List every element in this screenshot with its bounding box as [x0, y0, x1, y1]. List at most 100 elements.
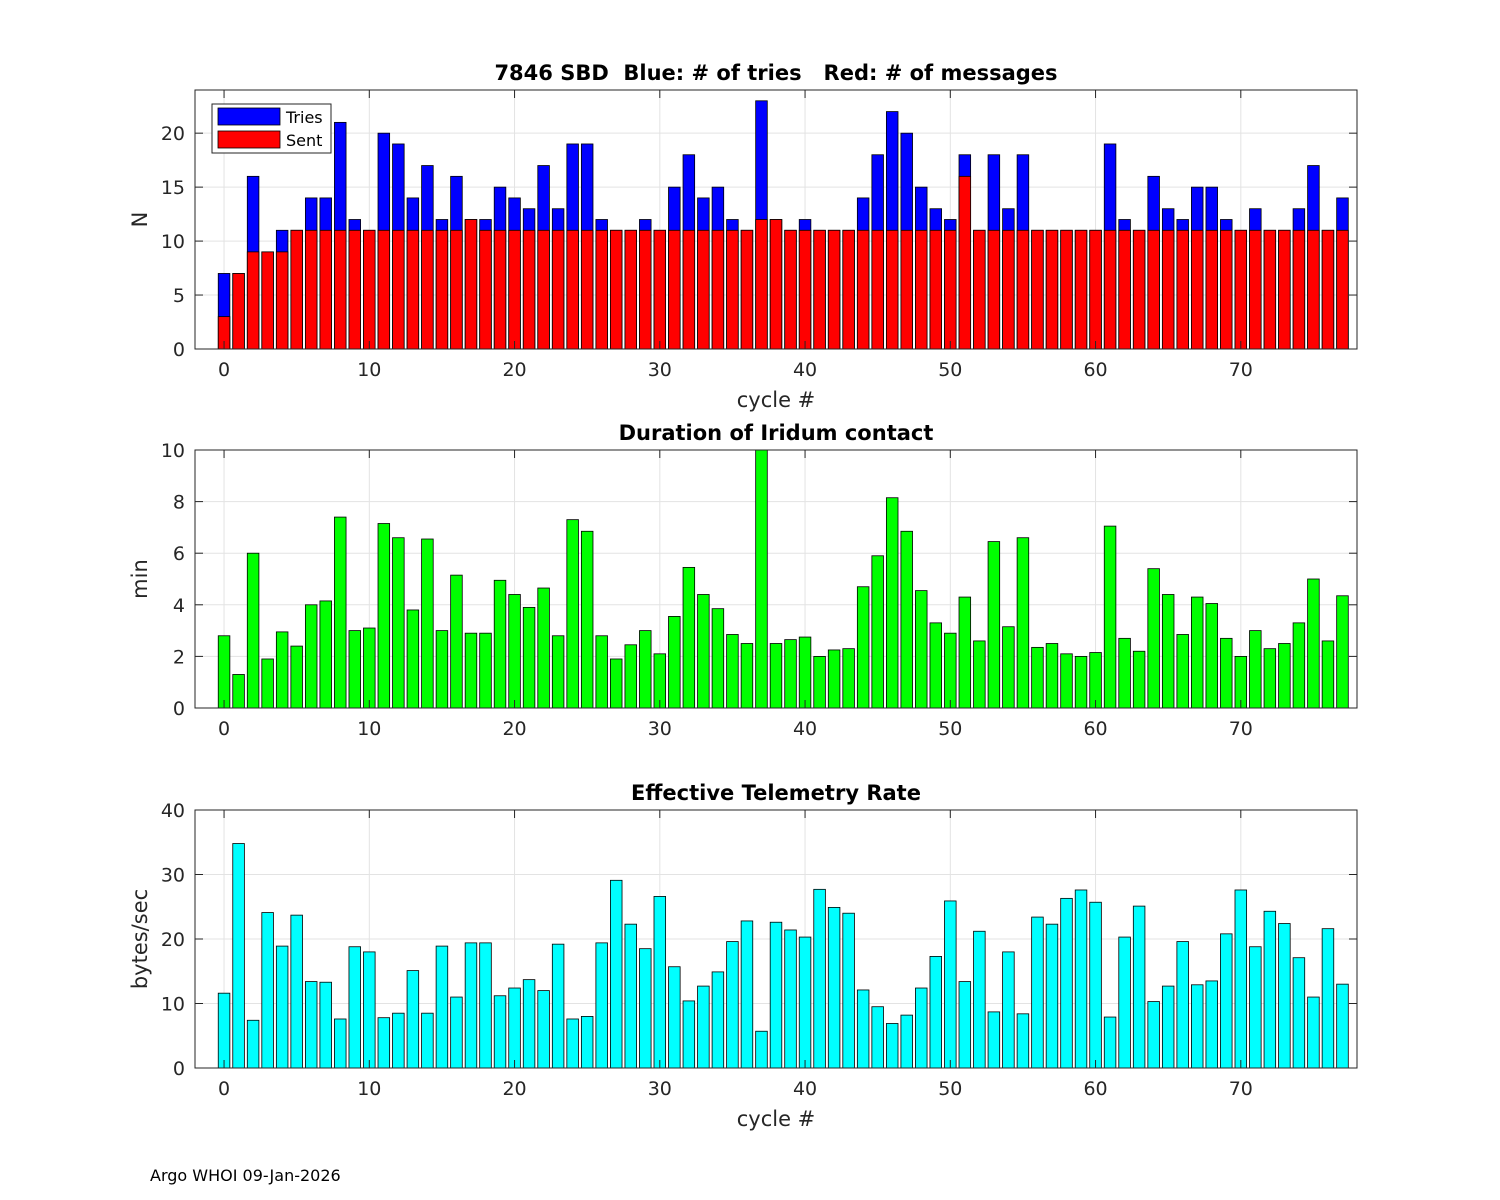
x-tick-label: 30 — [648, 359, 672, 381]
bar-duration-12 — [392, 537, 405, 709]
bar-duration-5 — [290, 645, 303, 709]
bar-duration-17 — [464, 632, 478, 709]
bar-sent-21 — [522, 229, 536, 350]
bar-rate-45 — [871, 1006, 884, 1069]
x-tick-label: 10 — [357, 1078, 381, 1100]
bar-rate-30 — [653, 896, 667, 1069]
bar-sent-28 — [624, 229, 637, 350]
bar-sent-73 — [1278, 229, 1291, 350]
bar-rate-26 — [595, 942, 608, 1069]
bar-rate-34 — [711, 971, 725, 1069]
bar-sent-8 — [334, 229, 347, 350]
y-tick-label: 10 — [161, 231, 185, 253]
bar-rate-25 — [580, 1016, 594, 1069]
bar-rate-60 — [1089, 901, 1102, 1069]
y-tick-label: 10 — [161, 440, 185, 462]
bar-sent-75 — [1307, 229, 1320, 350]
bar-rate-12 — [392, 1012, 405, 1069]
bar-duration-60 — [1089, 652, 1102, 709]
bar-rate-67 — [1191, 984, 1204, 1069]
bar-duration-45 — [871, 555, 884, 709]
bar-sent-67 — [1191, 229, 1204, 350]
bar-rate-3 — [261, 912, 274, 1069]
axes-frame — [194, 89, 1358, 350]
y-tick-label: 2 — [173, 646, 185, 668]
bar-rate-27 — [610, 879, 623, 1069]
x-tick-label: 30 — [648, 718, 672, 740]
bar-rate-39 — [784, 929, 797, 1069]
bar-sent-48 — [915, 229, 928, 350]
bar-rate-13 — [406, 970, 420, 1069]
bar-duration-75 — [1307, 578, 1320, 709]
bar-sent-38 — [769, 219, 783, 350]
bar-rate-35 — [726, 941, 739, 1069]
bar-sent-16 — [450, 229, 463, 350]
bar-duration-61 — [1103, 525, 1117, 709]
bar-sent-72 — [1263, 229, 1277, 350]
x-tick-label: 70 — [1229, 359, 1253, 381]
bar-duration-76 — [1321, 640, 1335, 709]
bar-sent-68 — [1205, 229, 1218, 350]
legend: Tries Sent — [211, 103, 332, 154]
bar-duration-63 — [1132, 650, 1146, 709]
bar-duration-18 — [479, 632, 492, 709]
bar-duration-30 — [653, 653, 667, 709]
bar-duration-4 — [275, 631, 289, 709]
bar-rate-6 — [304, 981, 318, 1069]
chart-title: Duration of Iridum contact — [619, 421, 934, 445]
bar-rate-32 — [682, 1000, 696, 1069]
y-tick-label: 5 — [173, 285, 185, 307]
bar-rate-76 — [1321, 928, 1335, 1069]
bar-sent-66 — [1176, 229, 1189, 350]
bar-sent-50 — [944, 229, 957, 350]
bar-sent-19 — [493, 229, 507, 350]
y-axis-label: min — [128, 559, 152, 599]
bar-rate-14 — [421, 1012, 434, 1069]
bar-sent-7 — [319, 229, 332, 350]
bar-duration-3 — [261, 658, 274, 709]
x-tick-label: 60 — [1083, 718, 1107, 740]
bar-sent-43 — [842, 229, 855, 350]
bar-sent-55 — [1016, 229, 1030, 350]
bar-rate-47 — [900, 1014, 913, 1069]
bar-rate-17 — [464, 942, 478, 1069]
y-tick-label: 30 — [161, 865, 185, 887]
bar-sent-52 — [973, 229, 986, 350]
bar-sent-40 — [798, 229, 812, 350]
x-tick-label: 40 — [793, 718, 817, 740]
bar-rate-29 — [639, 948, 652, 1069]
y-tick-label: 15 — [161, 177, 185, 199]
bar-duration-26 — [595, 635, 608, 709]
bar-duration-29 — [639, 630, 652, 709]
bar-sent-26 — [595, 229, 608, 350]
bar-rate-74 — [1292, 957, 1306, 1069]
x-tick-label: 50 — [938, 718, 962, 740]
bar-rate-77 — [1336, 983, 1349, 1069]
bar-duration-62 — [1118, 637, 1131, 709]
x-tick-label: 50 — [938, 1078, 962, 1100]
bar-rate-46 — [885, 1023, 899, 1069]
bar-sent-62 — [1118, 229, 1131, 350]
bar-duration-9 — [348, 630, 361, 709]
x-tick-label: 20 — [502, 1078, 526, 1100]
bar-sent-15 — [435, 229, 449, 350]
bar-sent-45 — [871, 229, 884, 350]
bar-duration-10 — [363, 627, 376, 709]
x-tick-label: 40 — [793, 359, 817, 381]
bar-duration-34 — [711, 608, 725, 709]
bar-duration-31 — [668, 616, 681, 709]
y-tick-label: 4 — [173, 595, 185, 617]
bar-sent-60 — [1089, 229, 1102, 350]
bar-duration-22 — [537, 587, 550, 709]
bar-duration-74 — [1292, 622, 1306, 709]
x-tick-label: 0 — [218, 359, 230, 381]
bar-rate-71 — [1249, 946, 1262, 1069]
bar-duration-58 — [1060, 653, 1073, 709]
bar-rate-8 — [334, 1018, 347, 1069]
bar-duration-72 — [1263, 648, 1277, 709]
bar-rate-58 — [1060, 897, 1073, 1069]
bar-rate-4 — [275, 945, 289, 1069]
bar-rate-15 — [435, 945, 449, 1069]
bar-sent-74 — [1292, 229, 1306, 350]
bar-sent-11 — [377, 229, 391, 350]
